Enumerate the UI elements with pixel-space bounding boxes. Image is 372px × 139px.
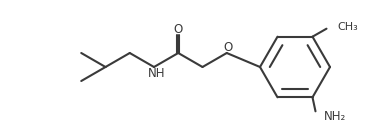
Text: O: O [223, 40, 232, 54]
Text: CH₃: CH₃ [337, 22, 358, 32]
Text: NH: NH [148, 66, 166, 80]
Text: O: O [174, 23, 183, 35]
Text: NH₂: NH₂ [324, 110, 346, 123]
